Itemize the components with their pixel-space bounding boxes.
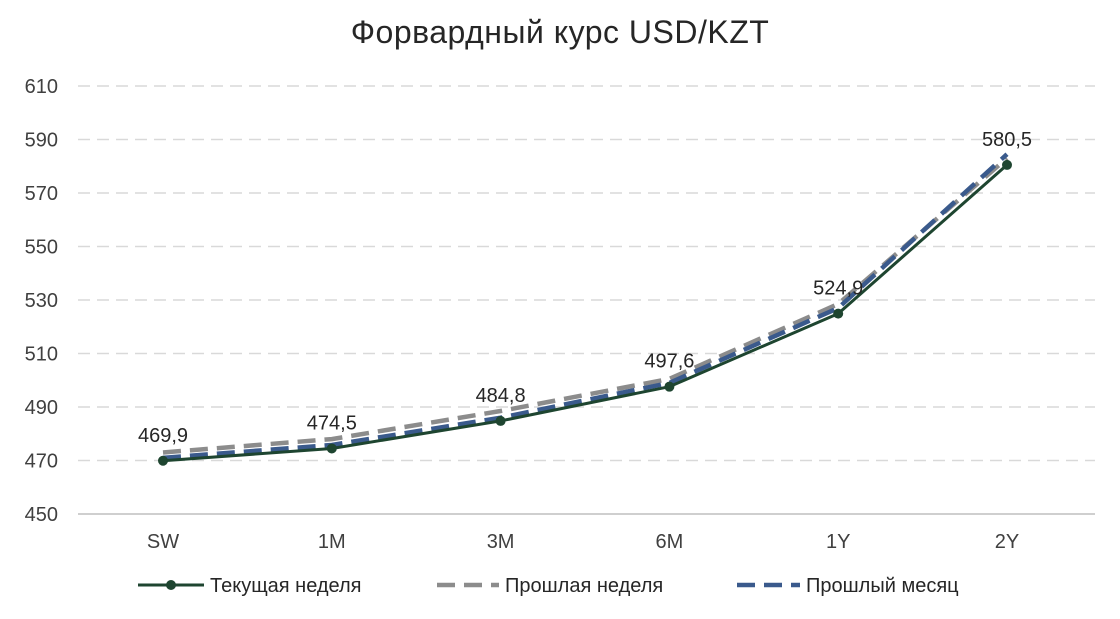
data-point (833, 308, 844, 319)
data-label: 484,8 (476, 385, 526, 407)
legend-item-1: Прошлая неделя (437, 575, 663, 597)
legend-item-2: Прошлый месяц (737, 575, 959, 597)
legend-marker (166, 580, 176, 590)
y-tick-label: 590 (25, 130, 58, 152)
y-tick-label: 550 (25, 237, 58, 259)
data-point (495, 415, 506, 426)
y-tick-label: 470 (25, 451, 58, 473)
y-tick-label: 450 (25, 504, 58, 526)
legend-label: Прошлая неделя (505, 575, 663, 597)
data-label: 497,6 (644, 351, 694, 373)
x-tick-label: SW (147, 531, 179, 553)
legend: Текущая неделя Прошлая неделя Прошлый меся… (138, 575, 959, 597)
data-label: 524,9 (813, 278, 863, 300)
data-point (1002, 159, 1012, 170)
data-label: 580,5 (982, 129, 1032, 151)
x-tick-label: 2Y (995, 531, 1019, 553)
series-group (158, 152, 1012, 466)
data-point (326, 443, 337, 454)
x-tick-label: 3M (487, 531, 515, 553)
y-tick-label: 530 (25, 290, 58, 312)
legend-label: Прошлый месяц (806, 575, 959, 597)
legend-label: Текущая неделя (210, 575, 362, 597)
data-label: 469,9 (138, 425, 188, 447)
y-tick-label: 490 (25, 397, 58, 419)
series-line-1 (162, 156, 1009, 455)
data-label: 474,5 (307, 412, 357, 434)
x-tick-label: 1Y (826, 531, 850, 553)
y-tick-label: 510 (25, 344, 58, 366)
legend-item-0: Текущая неделя (138, 575, 362, 597)
data-point (664, 381, 675, 392)
y-axis: 450 470 490 510 530 550 570 590 610 (25, 76, 58, 526)
data-labels: 469,9 474,5 484,8 497,6 524,9 580,5 (138, 129, 1032, 447)
x-tick-label: 1M (318, 531, 346, 553)
series-line-2 (162, 152, 1009, 461)
series-line-0 (162, 163, 1008, 463)
data-point (158, 455, 168, 466)
gridlines (78, 85, 1095, 515)
chart-title: Форвардный курс USD/KZT (350, 14, 770, 50)
y-tick-label: 610 (25, 76, 58, 98)
y-tick-label: 570 (25, 183, 58, 205)
x-axis: SW 1M 3M 6M 1Y 2Y (147, 531, 1019, 553)
x-tick-label: 6M (656, 531, 684, 553)
